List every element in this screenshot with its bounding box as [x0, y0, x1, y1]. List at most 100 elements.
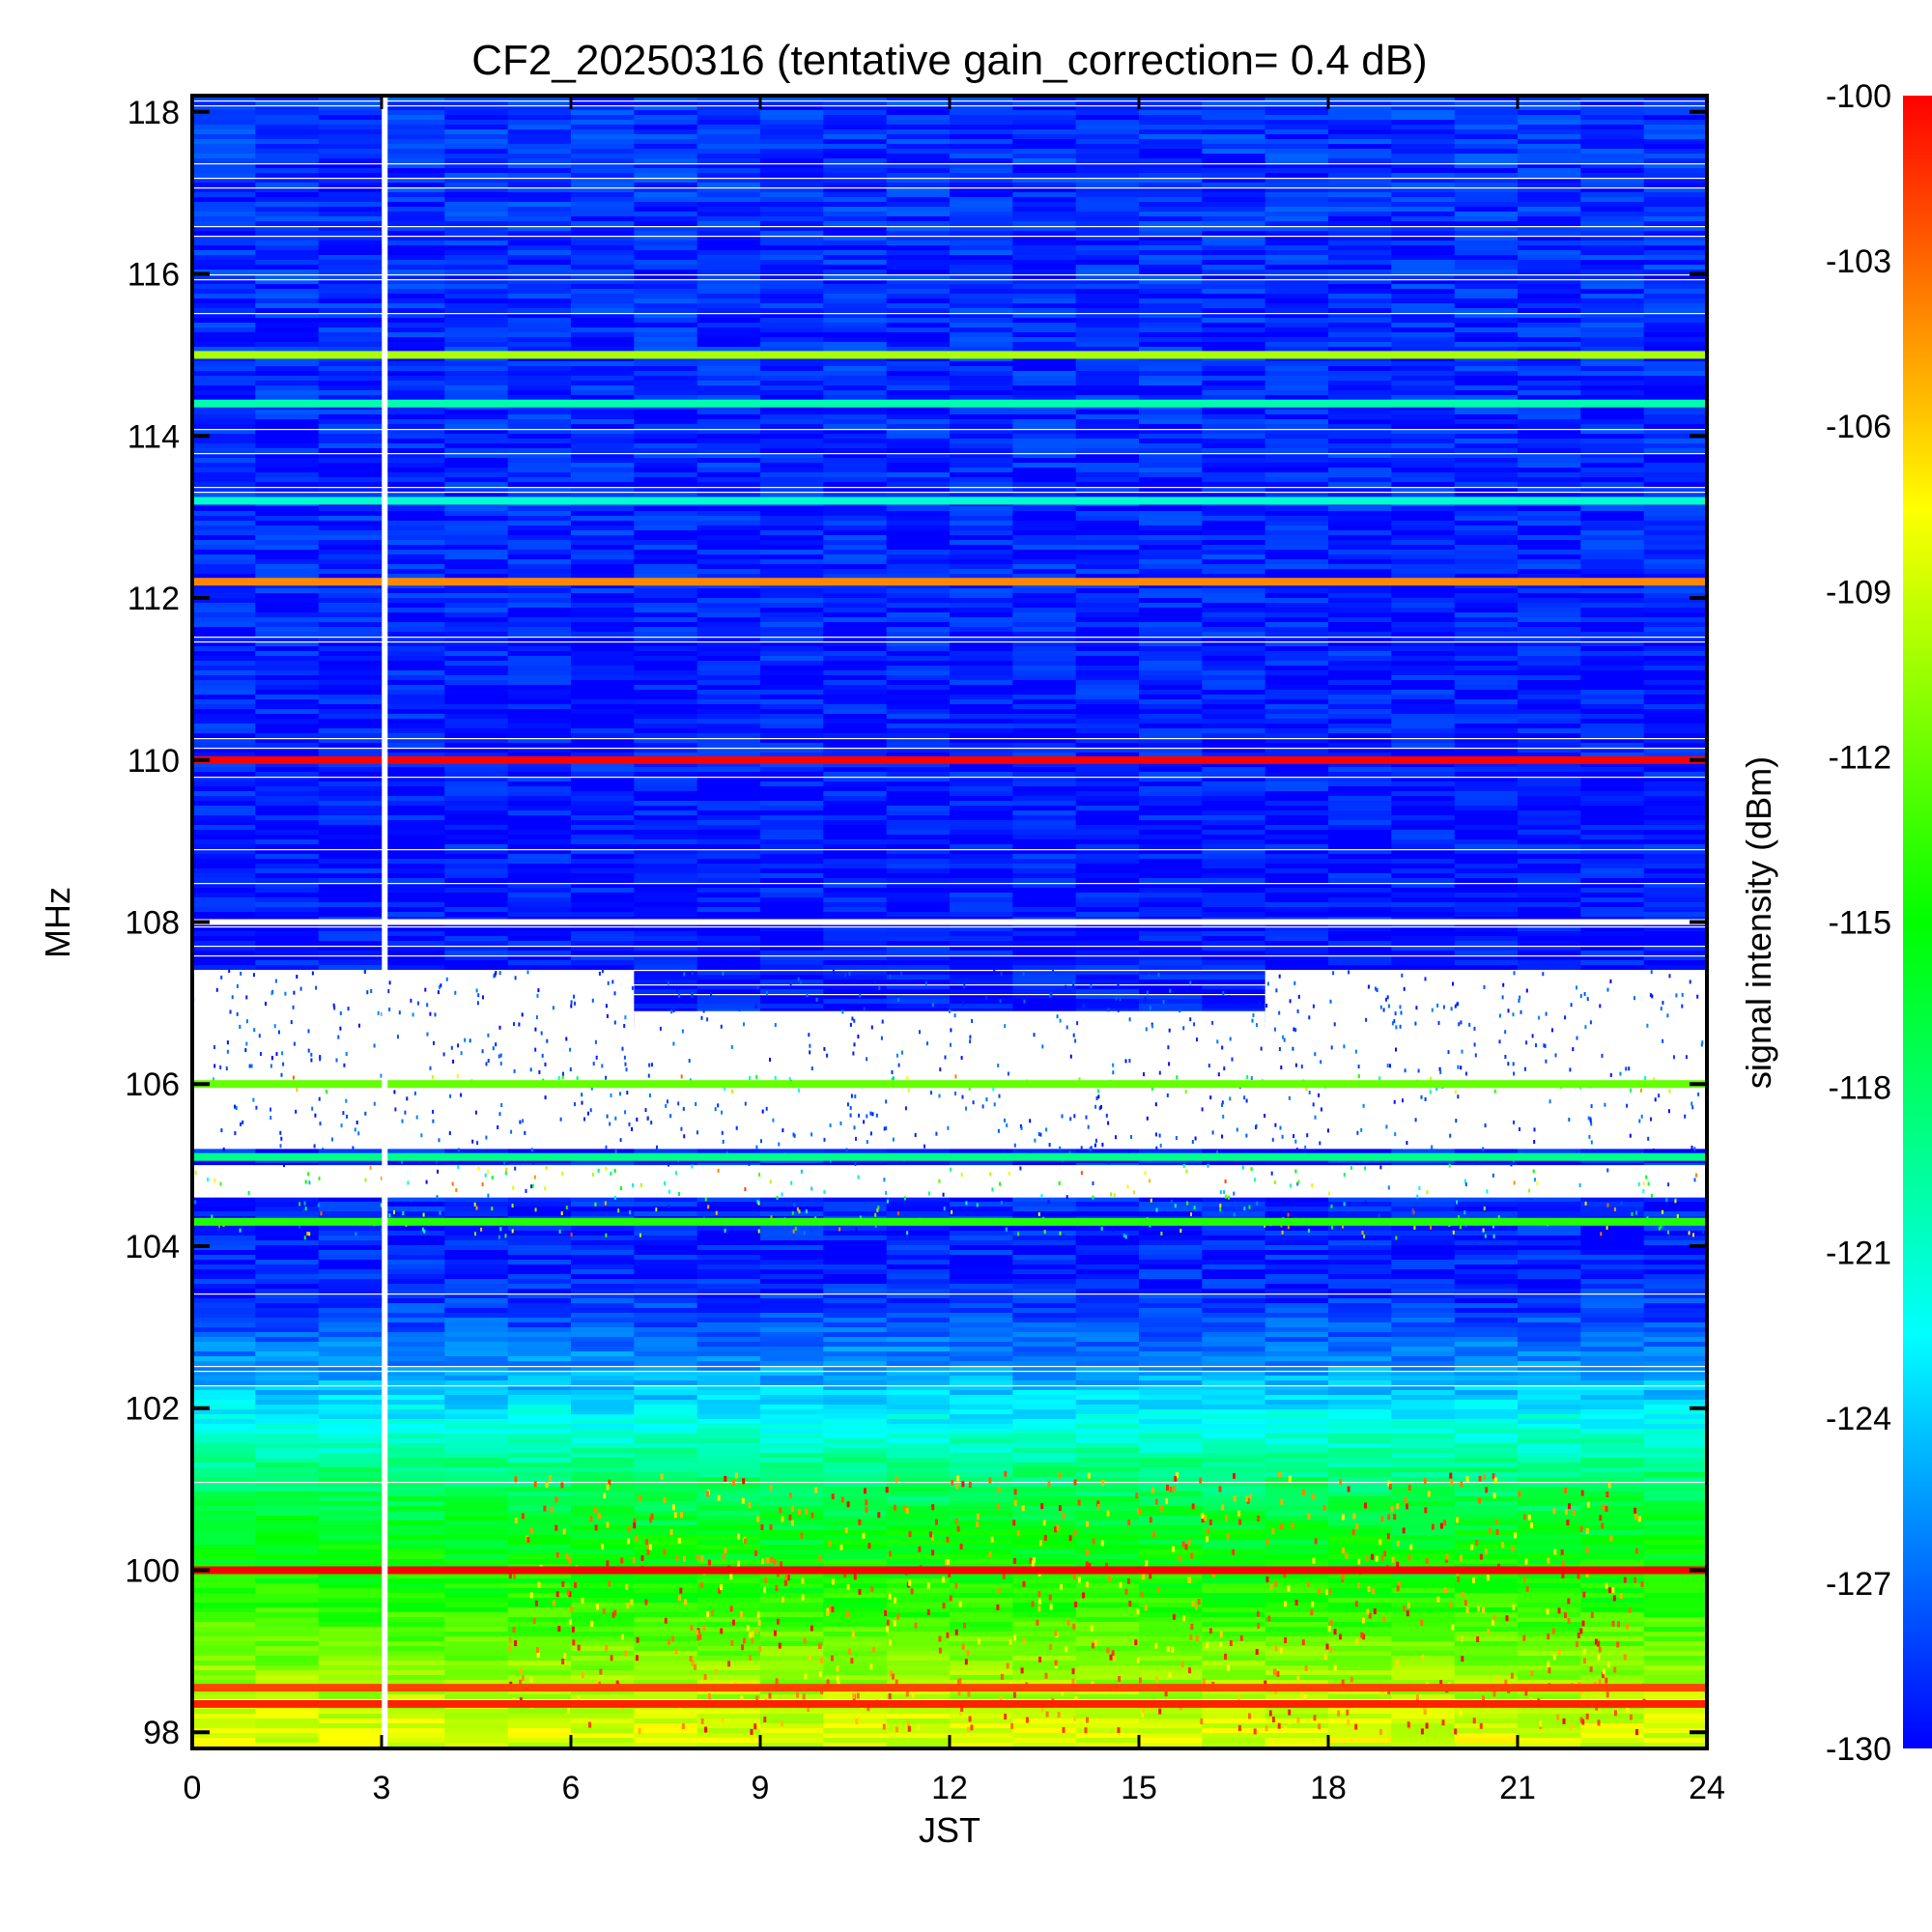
heatmap-cell [1643, 796, 1707, 802]
heatmap-cell [886, 308, 951, 314]
heatmap-cell [444, 439, 509, 444]
heatmap-cell [192, 241, 256, 246]
heatmap-cell [1518, 183, 1581, 188]
heatmap-cell [1391, 202, 1456, 208]
heatmap-cell [1518, 893, 1581, 898]
heatmap-cell [1264, 844, 1329, 850]
heatmap-cell [192, 197, 256, 203]
heatmap-cell [382, 521, 445, 526]
heatmap-cell [1454, 786, 1519, 792]
heatmap-cell [760, 810, 824, 816]
heatmap-cell [571, 748, 635, 753]
heatmap-cell [255, 187, 320, 193]
heatmap-cell [192, 110, 256, 116]
heatmap-cell [886, 849, 951, 855]
heatmap-cell [192, 376, 256, 382]
heatmap-cell [1643, 129, 1707, 135]
heatmap-cell [507, 902, 572, 908]
heatmap-cell [696, 202, 761, 208]
heatmap-cell [255, 134, 320, 140]
heatmap-cell [192, 868, 256, 874]
heatmap-cell [255, 574, 320, 580]
heatmap-cell [444, 951, 509, 956]
heatmap-cell [571, 796, 635, 802]
heatmap-cell [634, 753, 698, 758]
heatmap-cell [1012, 699, 1077, 705]
heatmap-cell [1391, 951, 1456, 956]
heatmap-cell [1454, 385, 1519, 391]
heatmap-cell [1075, 849, 1140, 855]
heatmap-cell [1075, 545, 1140, 551]
heatmap-cell [1643, 646, 1707, 652]
heatmap-cell [255, 897, 320, 903]
heatmap-cell [507, 835, 572, 840]
heatmap-cell [1139, 738, 1203, 744]
heatmap-cell [1643, 849, 1707, 855]
heatmap-cell [192, 781, 256, 787]
heatmap-cell [571, 902, 635, 908]
heatmap-cell [1328, 192, 1392, 198]
heatmap-cell [1454, 690, 1519, 696]
heatmap-cell [255, 226, 320, 232]
heatmap-cell [1518, 753, 1581, 758]
heatmap-cell [1518, 371, 1581, 377]
heatmap-cell [1075, 564, 1140, 570]
heatmap-cell [950, 414, 1013, 420]
heatmap-cell [1264, 632, 1329, 638]
heatmap-cell [823, 149, 888, 155]
heatmap-cell [696, 748, 761, 753]
heatmap-cell [760, 675, 824, 681]
heatmap-cell [823, 197, 888, 203]
heatmap-cell [1643, 907, 1707, 913]
heatmap-cell [1391, 777, 1456, 782]
heatmap-cell [255, 168, 320, 174]
heatmap-cell [886, 115, 951, 121]
heatmap-cell [760, 641, 824, 647]
heatmap-cell [1202, 439, 1266, 444]
heatmap-cell [1264, 202, 1329, 208]
heatmap-cell [255, 356, 320, 362]
heatmap-cell [950, 753, 1013, 758]
heatmap-cell [1391, 511, 1456, 517]
heatmap-cell [192, 680, 256, 686]
heatmap-cell [571, 419, 635, 425]
heatmap-cell [1454, 902, 1519, 908]
heatmap-cell [507, 274, 572, 280]
heatmap-cell [1580, 810, 1645, 816]
heatmap-cell [1264, 830, 1329, 836]
heatmap-cell [1202, 627, 1266, 633]
heatmap-cell [696, 980, 761, 985]
heatmap-cell [823, 868, 888, 874]
heatmap-cell [634, 695, 698, 700]
heatmap-cell [696, 173, 761, 179]
heatmap-cell [255, 554, 320, 560]
heatmap-cell [444, 786, 509, 792]
heatmap-cell [444, 410, 509, 415]
heatmap-cell [318, 294, 383, 299]
heatmap-cell [1012, 719, 1077, 724]
heatmap-cell [696, 878, 761, 884]
heatmap-cell [1075, 810, 1140, 816]
heatmap-cell [507, 270, 572, 275]
heatmap-cell [886, 250, 951, 256]
heatmap-cell [255, 612, 320, 618]
heatmap-cell [1202, 699, 1266, 705]
heatmap-cell [1139, 907, 1203, 913]
heatmap-cell [255, 260, 320, 266]
heatmap-cell [823, 163, 888, 169]
heatmap-cell [507, 748, 572, 753]
heatmap-cell [696, 163, 761, 169]
heatmap-cell [886, 815, 951, 821]
heatmap-cell [1202, 149, 1266, 155]
heatmap-cell [318, 487, 383, 493]
heatmap-cell [886, 733, 951, 739]
heatmap-cell [1580, 617, 1645, 623]
heatmap-cell [760, 241, 824, 246]
heatmap-cell [696, 183, 761, 188]
heatmap-cell [444, 332, 509, 338]
heatmap-cell [696, 535, 761, 541]
heatmap-cell [571, 298, 635, 304]
heatmap-cell [1075, 463, 1140, 469]
heatmap-cell [255, 912, 320, 918]
heatmap-cell [1643, 868, 1707, 874]
